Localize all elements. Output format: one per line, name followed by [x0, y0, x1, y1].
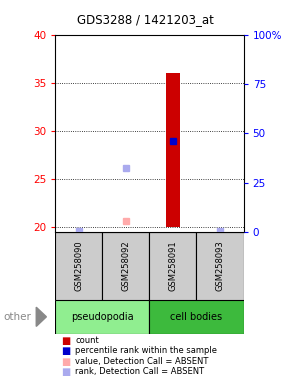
Text: cell bodies: cell bodies	[171, 312, 222, 322]
Text: ■: ■	[61, 336, 70, 346]
Text: value, Detection Call = ABSENT: value, Detection Call = ABSENT	[75, 357, 209, 366]
Bar	[149, 232, 196, 300]
Bar	[149, 300, 244, 334]
Text: ■: ■	[61, 346, 70, 356]
Text: GSM258093: GSM258093	[215, 240, 224, 291]
Text: count: count	[75, 336, 99, 345]
Text: other: other	[3, 312, 31, 322]
Text: GSM258090: GSM258090	[74, 241, 83, 291]
Text: rank, Detection Call = ABSENT: rank, Detection Call = ABSENT	[75, 367, 204, 376]
Bar	[196, 232, 244, 300]
Text: ■: ■	[61, 367, 70, 377]
Bar	[55, 232, 102, 300]
Text: pseudopodia: pseudopodia	[71, 312, 133, 322]
Polygon shape	[36, 307, 46, 326]
Bar	[166, 73, 180, 227]
Bar	[102, 232, 149, 300]
Text: percentile rank within the sample: percentile rank within the sample	[75, 346, 218, 355]
Text: ■: ■	[61, 357, 70, 367]
Text: GSM258092: GSM258092	[121, 241, 130, 291]
Text: GDS3288 / 1421203_at: GDS3288 / 1421203_at	[77, 13, 213, 26]
Bar	[55, 300, 149, 334]
Text: GSM258091: GSM258091	[168, 241, 177, 291]
